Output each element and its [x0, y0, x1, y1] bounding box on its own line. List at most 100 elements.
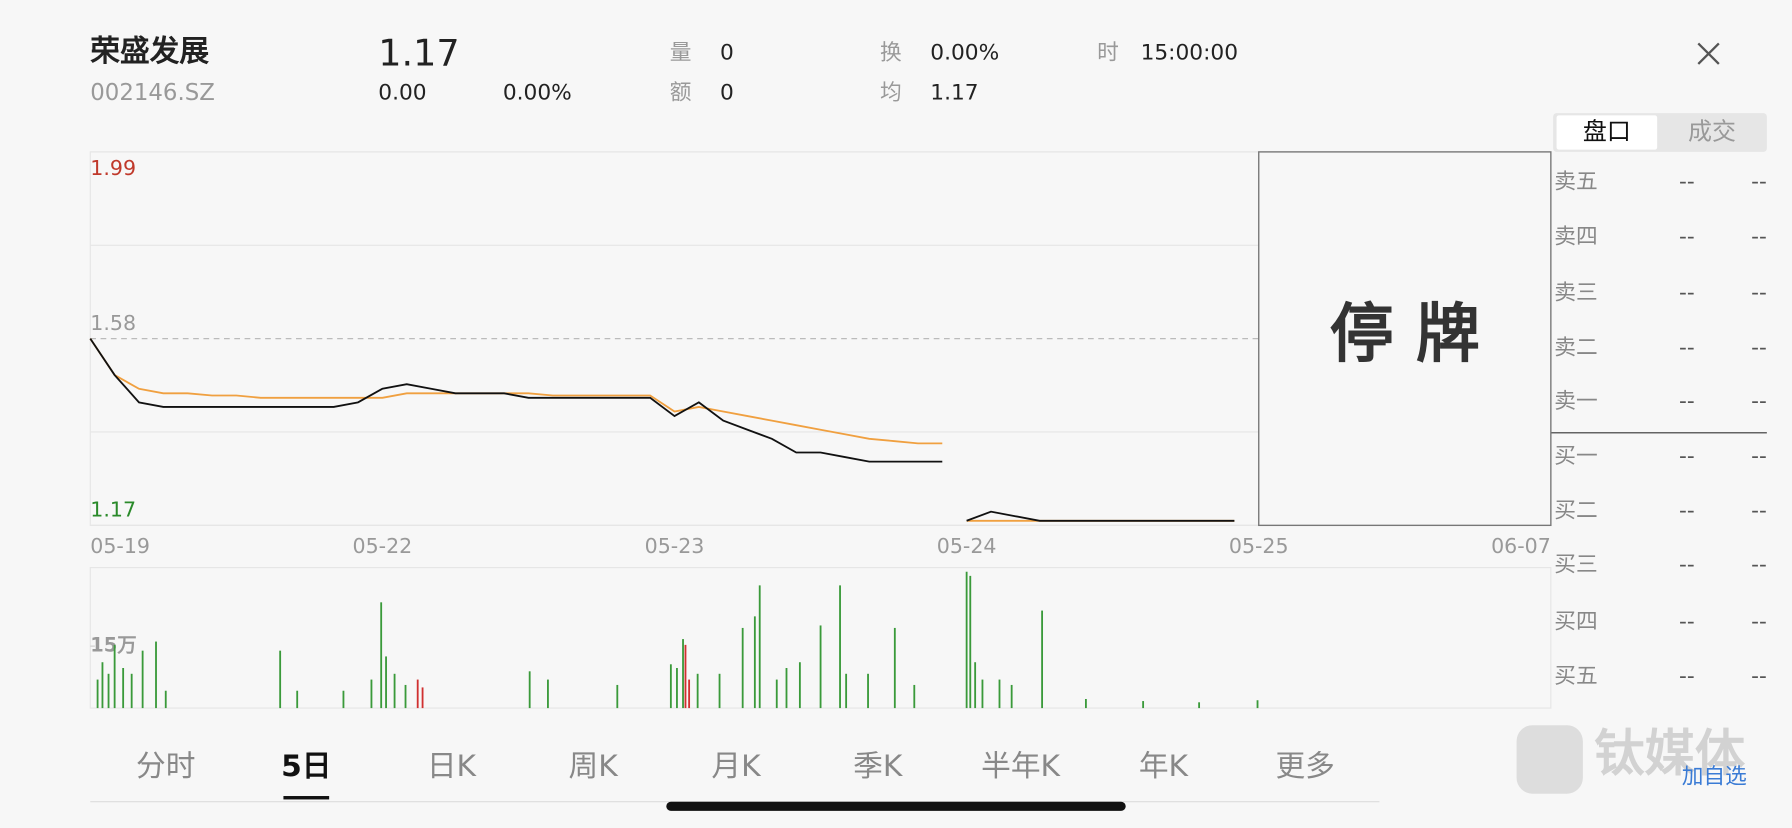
suspended-box	[1258, 151, 1552, 527]
stat-label: 均	[880, 81, 902, 106]
book-label: 卖四	[1554, 225, 1597, 250]
price-line	[89, 338, 1235, 522]
volume-bar	[96, 679, 99, 709]
volume-bar	[913, 684, 916, 709]
volume-bar	[113, 644, 116, 709]
book-price: --	[1679, 664, 1695, 689]
watermark: 钛媒体	[1594, 724, 1746, 783]
book-price: --	[1679, 335, 1695, 360]
volume-bar	[164, 690, 167, 709]
book-volume: --	[1751, 389, 1767, 414]
book-volume: --	[1751, 281, 1767, 306]
period-tab[interactable]: 日K	[427, 749, 478, 784]
volume-bar	[101, 662, 104, 709]
period-tab[interactable]: 年K	[1139, 749, 1190, 784]
volume-bar	[969, 575, 972, 709]
x-tick-label: 06-07	[1491, 534, 1551, 558]
x-tick-label: 05-24	[937, 534, 997, 558]
volume-bar	[421, 687, 424, 709]
book-volume: --	[1751, 664, 1767, 689]
volume-bar	[279, 650, 282, 709]
book-volume: --	[1751, 499, 1767, 524]
period-tab[interactable]: 更多	[1275, 749, 1334, 784]
x-tick-label: 05-22	[353, 534, 413, 558]
volume-bar	[669, 664, 672, 709]
volume-bar	[1041, 610, 1044, 709]
period-tab[interactable]: 半年K	[981, 749, 1061, 784]
book-volume: --	[1751, 170, 1767, 195]
volume-bar	[155, 641, 157, 709]
stat-label: 额	[670, 81, 692, 106]
add-watchlist[interactable]: 加自选	[1682, 765, 1747, 790]
book-price: --	[1679, 225, 1695, 250]
book-price: --	[1679, 499, 1695, 524]
book-price: --	[1679, 609, 1695, 634]
book-label: 卖三	[1554, 281, 1597, 306]
book-label: 买一	[1554, 444, 1597, 469]
volume-bar	[370, 679, 373, 709]
close-icon[interactable]	[1697, 42, 1720, 65]
stat-value: 0.00%	[930, 41, 999, 66]
book-volume: --	[1751, 552, 1767, 577]
period-tab[interactable]: 5日	[281, 749, 331, 784]
volume-bar	[682, 639, 684, 709]
volume-bar	[741, 627, 744, 709]
volume-bar	[1256, 700, 1259, 709]
book-label: 卖五	[1554, 170, 1597, 195]
book-price: --	[1679, 281, 1695, 306]
tab-selected[interactable]	[1556, 115, 1658, 150]
volume-bar	[867, 673, 869, 709]
volume-bar	[684, 644, 687, 709]
close-button[interactable]	[1697, 42, 1720, 65]
volume-bar	[404, 684, 407, 709]
stock-name: 荣盛发展	[90, 34, 209, 69]
y-tick-label: 1.58	[90, 311, 136, 335]
volume-bar	[819, 625, 822, 709]
book-label: 卖一	[1554, 389, 1597, 414]
volume-bar	[416, 679, 419, 709]
volume-bar	[981, 679, 984, 709]
period-tab[interactable]: 月K	[711, 749, 762, 784]
volume-bar	[528, 671, 531, 709]
y-tick-label: 15万	[90, 634, 136, 657]
volume-bar	[616, 684, 619, 709]
volume-bar	[965, 571, 968, 709]
volume-bar	[696, 673, 699, 709]
change: 0.00	[378, 81, 426, 106]
stock-code: 002146.SZ	[90, 80, 215, 106]
period-tab[interactable]: 分时	[136, 749, 195, 784]
volume-bar	[758, 585, 761, 709]
volume-bar	[342, 690, 345, 709]
book-volume: --	[1751, 609, 1767, 634]
volume-bar	[974, 662, 977, 709]
period-tab[interactable]: 季K	[853, 749, 904, 784]
period-tab[interactable]: 周K	[569, 749, 620, 784]
book-label: 买三	[1554, 552, 1597, 577]
volume-bar	[141, 650, 144, 709]
volume-bar	[1198, 702, 1201, 709]
volume-bar	[839, 585, 841, 709]
tab-underline	[283, 796, 330, 800]
book-label: 买五	[1554, 664, 1597, 689]
book-tab[interactable]: 盘口	[1583, 117, 1631, 145]
home-indicator	[666, 801, 1126, 811]
y-tick-label: 1.17	[90, 498, 136, 522]
stat-label: 量	[670, 41, 692, 66]
volume-bar	[296, 690, 299, 709]
book-volume: --	[1751, 444, 1767, 469]
book-volume: --	[1751, 225, 1767, 250]
volume-bar	[998, 679, 1001, 709]
volume-bar	[1010, 684, 1013, 709]
stat-value: 15:00:00	[1141, 41, 1238, 66]
volume-bar	[1142, 701, 1145, 709]
x-tick-label: 05-25	[1229, 534, 1289, 558]
stat-value: 0	[720, 81, 734, 106]
book-label: 卖二	[1554, 335, 1597, 360]
volume-bar	[385, 656, 387, 709]
volume-bar	[547, 679, 549, 709]
volume-bar	[688, 679, 691, 709]
stat-value: 1.17	[930, 81, 978, 106]
book-tab[interactable]: 成交	[1688, 117, 1736, 145]
